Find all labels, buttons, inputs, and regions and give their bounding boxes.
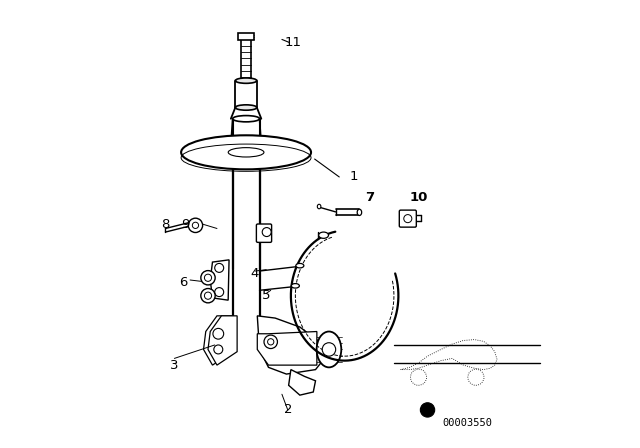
- Text: 4: 4: [251, 267, 259, 280]
- FancyBboxPatch shape: [238, 33, 254, 40]
- Circle shape: [215, 288, 224, 297]
- Circle shape: [264, 335, 278, 349]
- FancyBboxPatch shape: [257, 224, 271, 242]
- Text: 2: 2: [284, 403, 293, 417]
- Ellipse shape: [319, 232, 328, 238]
- FancyBboxPatch shape: [399, 210, 417, 227]
- Text: 7: 7: [365, 190, 374, 204]
- Circle shape: [188, 218, 203, 233]
- Ellipse shape: [291, 284, 300, 288]
- Ellipse shape: [233, 116, 260, 122]
- Text: 9: 9: [181, 217, 190, 231]
- Circle shape: [323, 343, 336, 356]
- Circle shape: [410, 369, 427, 385]
- Circle shape: [262, 228, 271, 237]
- Polygon shape: [211, 260, 229, 300]
- Text: 10: 10: [410, 190, 428, 204]
- Circle shape: [201, 289, 215, 303]
- Text: 3: 3: [170, 358, 179, 372]
- Text: 1: 1: [349, 170, 358, 184]
- Circle shape: [193, 222, 198, 228]
- Text: 5: 5: [262, 289, 271, 302]
- Ellipse shape: [236, 78, 257, 83]
- Ellipse shape: [296, 263, 304, 268]
- Circle shape: [204, 292, 212, 299]
- Text: 00003550: 00003550: [442, 418, 492, 428]
- Ellipse shape: [357, 209, 362, 215]
- Text: 8: 8: [161, 217, 170, 231]
- Ellipse shape: [317, 204, 321, 209]
- Circle shape: [420, 403, 435, 417]
- Text: 11: 11: [285, 36, 301, 49]
- Circle shape: [201, 271, 215, 285]
- Ellipse shape: [317, 332, 341, 367]
- Text: 6: 6: [179, 276, 188, 289]
- Circle shape: [215, 263, 224, 272]
- Circle shape: [213, 328, 224, 339]
- Circle shape: [214, 345, 223, 354]
- Ellipse shape: [228, 148, 264, 157]
- Polygon shape: [208, 316, 237, 365]
- Circle shape: [468, 369, 484, 385]
- Polygon shape: [204, 316, 233, 365]
- Circle shape: [204, 274, 212, 281]
- Polygon shape: [257, 316, 324, 374]
- Polygon shape: [257, 332, 317, 365]
- Circle shape: [268, 339, 274, 345]
- Ellipse shape: [181, 135, 311, 169]
- Ellipse shape: [236, 105, 257, 110]
- Circle shape: [404, 215, 412, 223]
- Polygon shape: [289, 370, 316, 395]
